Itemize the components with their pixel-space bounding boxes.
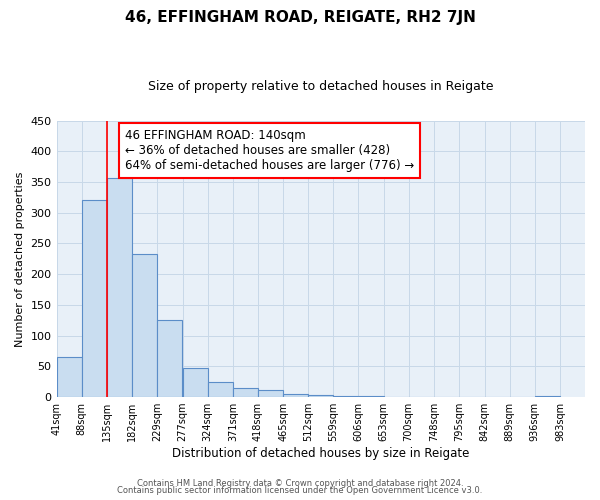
- Bar: [182, 368, 208, 397]
- Bar: [535, 396, 560, 397]
- Bar: [107, 178, 132, 397]
- Text: 46, EFFINGHAM ROAD, REIGATE, RH2 7JN: 46, EFFINGHAM ROAD, REIGATE, RH2 7JN: [125, 10, 475, 25]
- Text: Contains HM Land Registry data © Crown copyright and database right 2024.: Contains HM Land Registry data © Crown c…: [137, 478, 463, 488]
- Bar: [157, 320, 182, 397]
- Bar: [358, 396, 383, 397]
- Bar: [132, 254, 157, 397]
- Title: Size of property relative to detached houses in Reigate: Size of property relative to detached ho…: [148, 80, 494, 93]
- Bar: [258, 390, 283, 397]
- Text: 46 EFFINGHAM ROAD: 140sqm
← 36% of detached houses are smaller (428)
64% of semi: 46 EFFINGHAM ROAD: 140sqm ← 36% of detac…: [125, 129, 415, 172]
- Bar: [283, 394, 308, 397]
- Bar: [56, 357, 82, 397]
- Text: Contains public sector information licensed under the Open Government Licence v3: Contains public sector information licen…: [118, 486, 482, 495]
- Y-axis label: Number of detached properties: Number of detached properties: [15, 171, 25, 346]
- X-axis label: Distribution of detached houses by size in Reigate: Distribution of detached houses by size …: [172, 447, 469, 460]
- Bar: [308, 395, 334, 397]
- Bar: [82, 200, 107, 397]
- Bar: [233, 388, 258, 397]
- Bar: [334, 396, 358, 397]
- Bar: [208, 382, 233, 397]
